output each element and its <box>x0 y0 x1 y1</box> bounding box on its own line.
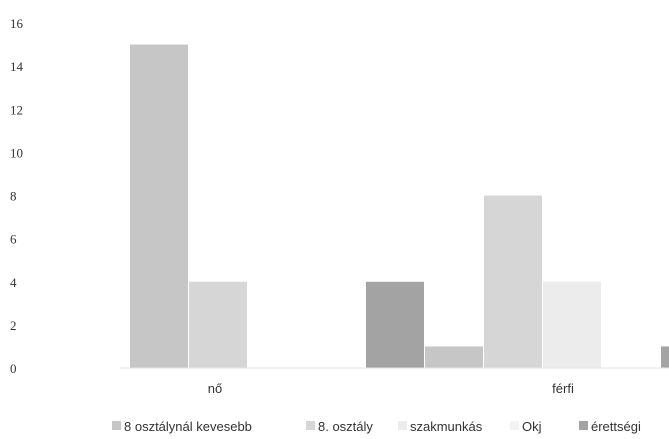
legend-item: 8 osztálynál kevesebb <box>112 419 252 434</box>
y-tick-label: 8 <box>10 189 17 204</box>
legend-swatch <box>510 421 519 430</box>
legend-label: Okj <box>522 419 542 434</box>
bar <box>366 281 424 368</box>
bars <box>130 44 669 368</box>
category-label: férfi <box>552 381 574 396</box>
bar <box>130 44 188 368</box>
legend: 8 osztálynál kevesebb 8. osztály szakmunká… <box>112 419 641 434</box>
legend-label: érettségi <box>591 419 641 434</box>
legend-swatch <box>112 421 121 430</box>
y-tick-label: 12 <box>10 102 23 117</box>
bar <box>484 195 542 368</box>
legend-item: Okj <box>510 419 542 434</box>
bar <box>543 281 601 368</box>
legend-item: 8. osztály <box>306 419 373 434</box>
y-tick-label: 4 <box>10 275 17 290</box>
bar <box>661 346 669 368</box>
legend-swatch <box>398 421 407 430</box>
y-tick-label: 2 <box>10 318 17 333</box>
bar <box>425 346 483 368</box>
y-tick-label: 6 <box>10 232 17 247</box>
legend-label: szakmunkás <box>410 419 483 434</box>
x-axis: nő férfi <box>120 367 669 396</box>
y-tick-label: 14 <box>10 59 24 74</box>
category-label: nő <box>208 381 222 396</box>
bar <box>189 281 247 368</box>
legend-item: szakmunkás <box>398 419 483 434</box>
y-tick-label: 0 <box>10 361 17 376</box>
legend-item: érettségi <box>579 419 641 434</box>
y-axis: 0 2 4 6 8 10 12 14 16 <box>10 16 24 376</box>
y-tick-label: 10 <box>10 145 23 160</box>
legend-label: 8 osztálynál kevesebb <box>124 419 252 434</box>
legend-swatch <box>306 421 315 430</box>
legend-swatch <box>579 421 588 430</box>
y-tick-label: 16 <box>10 16 24 31</box>
legend-label: 8. osztály <box>318 419 373 434</box>
